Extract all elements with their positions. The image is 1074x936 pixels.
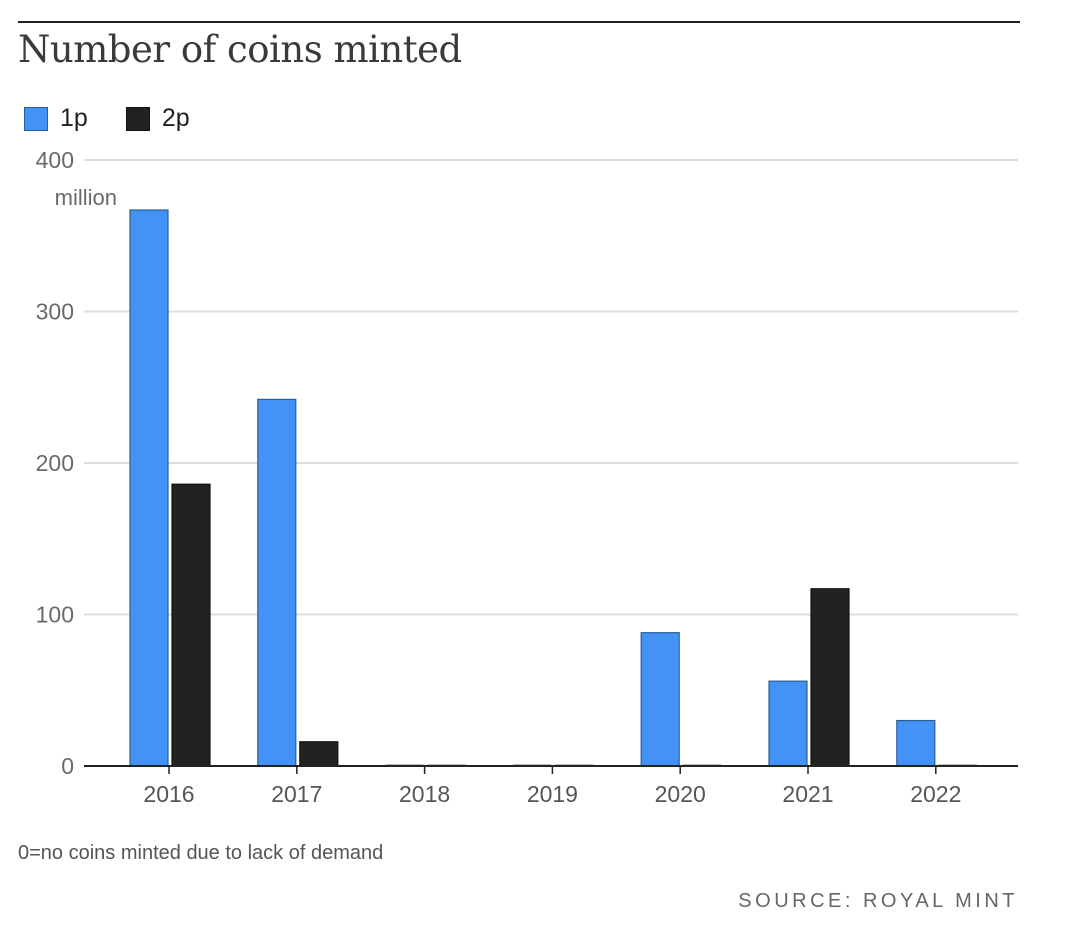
bar-1p-2017 bbox=[257, 398, 297, 767]
bar-2p-2021 bbox=[810, 588, 850, 767]
legend-item-2p: 2p bbox=[125, 104, 190, 133]
x-tick-label-2020: 2020 bbox=[655, 781, 706, 807]
legend: 1p 2p bbox=[24, 104, 228, 133]
legend-swatch-2p bbox=[125, 106, 150, 131]
y-tick-label-300: 300 bbox=[36, 299, 74, 325]
x-tick-label-2018: 2018 bbox=[399, 781, 450, 807]
x-tick-label-2022: 2022 bbox=[910, 781, 961, 807]
y-tick-label-400: 400 bbox=[36, 147, 74, 173]
x-tick-label-2021: 2021 bbox=[782, 781, 833, 807]
bar-2p-2017 bbox=[299, 741, 339, 767]
legend-item-1p: 1p bbox=[24, 104, 88, 133]
bar-1p-2022 bbox=[896, 719, 936, 767]
y-tick-label-0: 0 bbox=[61, 753, 74, 779]
legend-swatch-1p bbox=[24, 106, 48, 131]
top-rule bbox=[18, 21, 1020, 23]
bar-1p-2021 bbox=[768, 680, 808, 767]
source-credit: SOURCE: ROYAL MINT bbox=[738, 890, 1018, 912]
bar-1p-2016 bbox=[129, 209, 169, 767]
x-tick-label-2017: 2017 bbox=[271, 781, 322, 807]
chart-title: Number of coins minted bbox=[18, 28, 462, 71]
x-tick-label-2016: 2016 bbox=[143, 781, 194, 807]
y-unit-label: million bbox=[55, 185, 117, 210]
footnote: 0=no coins minted due to lack of demand bbox=[18, 842, 384, 864]
legend-label-2p: 2p bbox=[161, 104, 190, 132]
bar-1p-2020 bbox=[640, 632, 680, 767]
legend-label-1p: 1p bbox=[60, 104, 88, 132]
y-tick-label-100: 100 bbox=[36, 602, 74, 628]
bar-2p-2016 bbox=[171, 483, 211, 767]
y-tick-label-200: 200 bbox=[36, 450, 74, 476]
x-tick-label-2019: 2019 bbox=[527, 781, 578, 807]
